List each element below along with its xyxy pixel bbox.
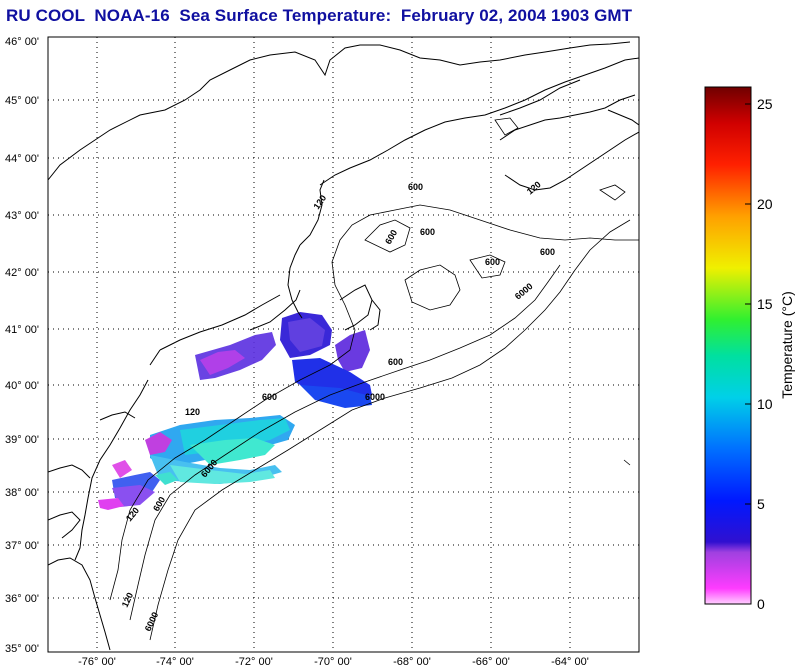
- lat-label: 36° 00': [5, 593, 39, 605]
- colorbar-tick-label: 25: [757, 96, 773, 112]
- lat-label: 44° 00': [5, 153, 39, 165]
- lat-label: 37° 00': [5, 540, 39, 552]
- lat-label: 40° 00': [5, 380, 39, 392]
- lon-label: -66° 00': [472, 656, 510, 668]
- lon-label: -76° 00': [78, 656, 116, 668]
- lon-label: -72° 00': [235, 656, 273, 668]
- lon-label: -68° 00': [393, 656, 431, 668]
- contour-label: 120: [185, 407, 200, 417]
- contour-label: 6000: [365, 392, 385, 402]
- coastline: [48, 41, 639, 651]
- longitude-labels: -76° 00' -74° 00' -72° 00' -70° 00' -68°…: [78, 656, 589, 668]
- colorbar-tick-label: 20: [757, 196, 773, 212]
- colorbar: 25 20 15 10 5 0 Temperature (°C): [704, 86, 795, 612]
- colorbar-gradient: [704, 86, 752, 605]
- lat-label: 42° 00': [5, 267, 39, 279]
- colorbar-title: Temperature (°C): [779, 291, 795, 399]
- lon-label: -70° 00': [314, 656, 352, 668]
- contour-label: 600: [420, 227, 435, 237]
- sst-data: [98, 312, 372, 510]
- contour-label: 600: [388, 357, 403, 367]
- map-title: RU COOL NOAA-16 Sea Surface Temperature:…: [6, 6, 633, 25]
- colorbar-tick-label: 10: [757, 396, 773, 412]
- colorbar-ticks: [745, 103, 751, 505]
- lat-label: 43° 00': [5, 210, 39, 222]
- colorbar-tick-label: 0: [757, 596, 765, 612]
- lat-label: 38° 00': [5, 487, 39, 499]
- lat-label: 46° 00': [5, 36, 39, 48]
- lon-label: -74° 00': [156, 656, 194, 668]
- colorbar-tick-label: 15: [757, 296, 773, 312]
- lat-label: 41° 00': [5, 324, 39, 336]
- contour-label: 600: [485, 257, 500, 267]
- contour-label: 600: [540, 247, 555, 257]
- lat-label: 39° 00': [5, 434, 39, 446]
- colorbar-tick-label: 5: [757, 496, 765, 512]
- latitude-labels: 46° 00' 45° 00' 44° 00' 43° 00' 42° 00' …: [5, 36, 39, 655]
- lat-label: 45° 00': [5, 95, 39, 107]
- lon-label: -64° 00': [551, 656, 589, 668]
- contour-label: 600: [262, 392, 277, 402]
- contour-label: 600: [408, 182, 423, 192]
- lat-label: 35° 00': [5, 643, 39, 655]
- bathymetry-contours: [109, 117, 639, 641]
